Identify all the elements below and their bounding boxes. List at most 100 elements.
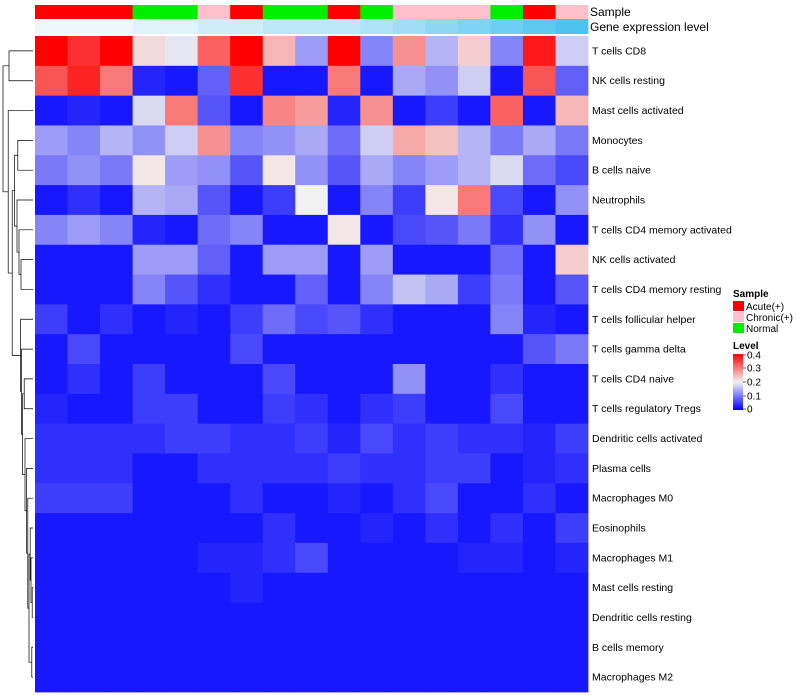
heatmap-cell xyxy=(67,95,101,126)
sample-annotation-cell xyxy=(100,5,133,19)
heatmap-cell xyxy=(262,274,296,305)
heatmap-cell xyxy=(392,542,426,574)
dendrogram-branch xyxy=(2,65,9,193)
dendrogram-branch xyxy=(23,378,33,410)
heatmap-cell xyxy=(197,453,231,484)
heatmap-cell xyxy=(230,274,264,305)
heatmap-cell xyxy=(67,304,101,335)
heatmap-cell xyxy=(425,393,459,425)
heatmap-cell xyxy=(457,185,491,216)
heatmap-cell xyxy=(392,364,426,395)
heatmap-cell xyxy=(197,214,231,246)
heatmap-cell xyxy=(230,334,264,365)
heatmap-cell xyxy=(295,244,329,275)
row-label: Dendritic cells resting xyxy=(592,612,692,624)
heatmap-cell xyxy=(425,632,459,663)
heatmap-cells xyxy=(35,36,589,693)
heatmap-cell xyxy=(295,513,329,544)
heatmap-cell xyxy=(132,125,166,156)
heatmap-cell xyxy=(522,304,556,335)
heatmap-cell xyxy=(100,334,133,365)
heatmap-cell xyxy=(522,393,556,425)
dendrogram-branch xyxy=(17,140,33,171)
heatmap-cell xyxy=(262,513,296,544)
heatmap-cell xyxy=(100,95,133,126)
heatmap-cell xyxy=(132,304,166,335)
heatmap-cell xyxy=(262,453,296,484)
row-label: T cells regulatory Tregs xyxy=(592,403,701,415)
sample-legend-label: Chronic(+) xyxy=(746,313,793,324)
expression-annotation-cell xyxy=(360,19,394,34)
heatmap-cell xyxy=(262,334,296,365)
expression-annotation-label: Gene expression level xyxy=(590,20,709,34)
heatmap-cell xyxy=(35,364,68,395)
heatmap-cell xyxy=(230,155,264,186)
heatmap-cell xyxy=(522,513,556,544)
heatmap-cell xyxy=(295,483,329,514)
heatmap-cell xyxy=(262,155,296,186)
heatmap-cell xyxy=(490,632,524,663)
heatmap-cell xyxy=(490,602,524,633)
heatmap-cell xyxy=(262,364,296,395)
heatmap-cell xyxy=(230,393,264,425)
heatmap-cell xyxy=(522,274,556,305)
heatmap-cell xyxy=(132,483,166,514)
column-annotations xyxy=(35,5,589,34)
heatmap-cell xyxy=(197,364,231,395)
heatmap-cell xyxy=(490,244,524,275)
heatmap-cell xyxy=(165,572,199,603)
heatmap-cell xyxy=(457,214,491,246)
heatmap-cell xyxy=(67,453,101,484)
heatmap-cell xyxy=(262,483,296,514)
heatmap-cell xyxy=(67,393,101,425)
heatmap-cell xyxy=(360,513,394,544)
heatmap-cell xyxy=(132,393,166,425)
heatmap-cell xyxy=(35,602,68,633)
heatmap-cell xyxy=(100,214,133,246)
heatmap-cell xyxy=(230,95,264,126)
sample-legend-label: Normal xyxy=(746,324,778,335)
heatmap-cell xyxy=(392,453,426,484)
heatmap-cell xyxy=(360,185,394,216)
heatmap-cell xyxy=(197,155,231,186)
heatmap-cell xyxy=(360,632,394,663)
heatmap-cell xyxy=(165,662,199,693)
heatmap-cell xyxy=(230,185,264,216)
heatmap-cell xyxy=(35,632,68,663)
sample-legend-swatch xyxy=(733,312,744,322)
sample-annotation-cell xyxy=(295,5,329,19)
expression-annotation-cell xyxy=(35,19,68,34)
heatmap-cell xyxy=(327,632,361,663)
heatmap-cell xyxy=(555,36,589,67)
heatmap-cell xyxy=(522,185,556,216)
heatmap-cell xyxy=(490,214,524,246)
heatmap-cell xyxy=(522,423,556,454)
heatmap-cell xyxy=(425,36,459,67)
sample-annotation-cell xyxy=(392,5,426,19)
heatmap-cell xyxy=(555,542,589,574)
heatmap-cell xyxy=(327,542,361,574)
sample-annotation-cell xyxy=(457,5,491,19)
heatmap-cell xyxy=(490,483,524,514)
heatmap-cell xyxy=(425,602,459,633)
heatmap-cell xyxy=(522,155,556,186)
heatmap-cell xyxy=(197,125,231,156)
heatmap-cell xyxy=(67,423,101,454)
heatmap-cell xyxy=(230,662,264,693)
heatmap-cell xyxy=(522,125,556,156)
heatmap-cell xyxy=(197,65,231,97)
heatmap-cell xyxy=(67,185,101,216)
heatmap-cell xyxy=(262,214,296,246)
heatmap-cell xyxy=(35,244,68,275)
heatmap-cell xyxy=(457,453,491,484)
heatmap-cell xyxy=(132,572,166,603)
heatmap-cell xyxy=(230,542,264,574)
heatmap-cell xyxy=(522,662,556,693)
heatmap-cell xyxy=(165,244,199,275)
heatmap-cell xyxy=(392,36,426,67)
expression-annotation-cell xyxy=(457,19,491,34)
heatmap-cell xyxy=(327,214,361,246)
heatmap-cell xyxy=(392,602,426,633)
heatmap-cell xyxy=(165,364,199,395)
